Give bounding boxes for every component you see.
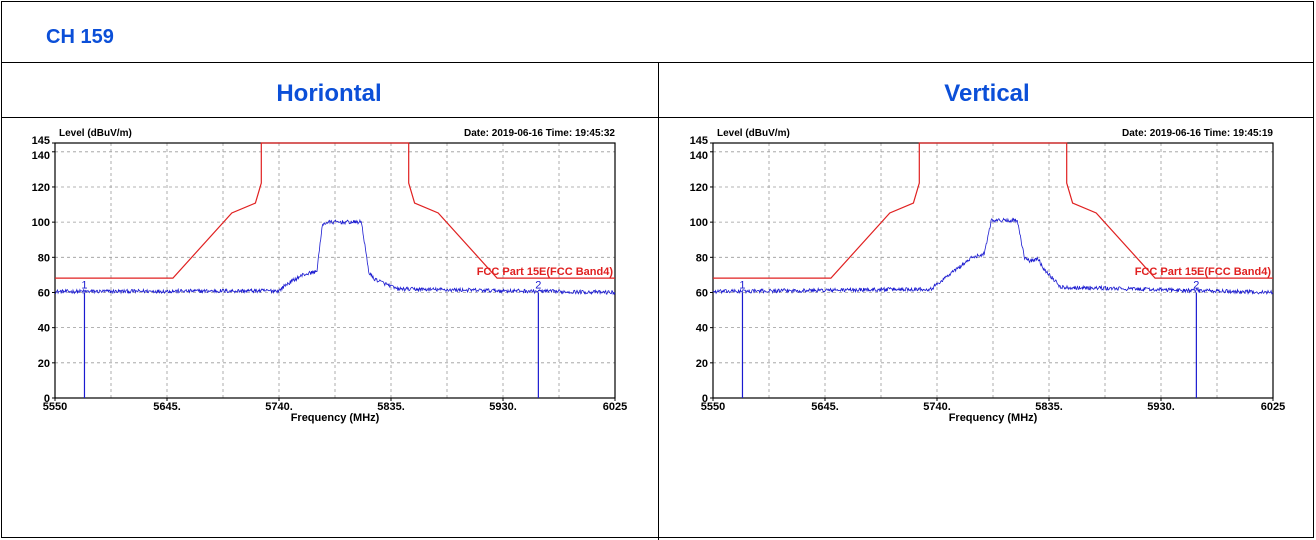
y-tick-label: 20 — [38, 358, 50, 370]
x-axis-label: Frequency (MHz) — [949, 412, 1038, 424]
x-tick-label: 6025 — [603, 401, 627, 413]
marker-label: 1 — [739, 279, 745, 291]
y-tick-label: 40 — [38, 323, 50, 335]
x-tick-label: 5645. — [153, 401, 181, 413]
y-tick-label: 0 — [44, 393, 50, 405]
y-tick-label: 80 — [38, 252, 50, 264]
marker-label: 1 — [81, 279, 87, 291]
limit-label: FCC Part 15E(FCC Band4) — [1135, 266, 1272, 278]
measurement-trace — [55, 218, 616, 296]
y-tick-label: 145 — [690, 135, 708, 147]
x-tick-label: 5835. — [377, 401, 405, 413]
column-divider — [658, 63, 659, 540]
y-tick-label: 60 — [38, 287, 50, 299]
y-tick-label: 40 — [696, 323, 708, 335]
x-tick-label: 5645. — [811, 401, 839, 413]
x-tick-label: 5930. — [489, 401, 517, 413]
limit-line — [713, 142, 1273, 279]
y-tick-label: 80 — [696, 252, 708, 264]
channel-title: CH 159 — [46, 26, 114, 48]
y-tick-label: 120 — [32, 182, 50, 194]
heading-vertical: Vertical — [944, 80, 1030, 107]
y-tick-label: 120 — [690, 182, 708, 194]
chart-vertical: 0 20 40 60 80 100 120 140 145 5550 5645. 5740. 5835.… — [690, 128, 1286, 424]
y-axis-label: Level (dBuV/m) — [59, 128, 132, 139]
marker-label: 2 — [535, 279, 541, 291]
y-tick-label: 100 — [690, 217, 708, 229]
y-tick-label: 20 — [696, 358, 708, 370]
y-tick-label: 100 — [32, 217, 50, 229]
measurement-trace — [712, 217, 1274, 295]
y-tick-label: 145 — [32, 135, 50, 147]
x-tick-label: 5835. — [1035, 401, 1063, 413]
y-axis-label: Level (dBuV/m) — [717, 128, 790, 139]
x-tick-label: 5740. — [265, 401, 293, 413]
channel-title-row — [1, 1, 1314, 63]
y-tick-label: 140 — [690, 150, 708, 162]
x-tick-label: 5550 — [701, 401, 725, 413]
x-tick-label: 6025 — [1261, 401, 1285, 413]
column-heading-row — [1, 63, 1314, 118]
limit-line — [55, 142, 615, 279]
chart-horizontal: 0 20 40 60 80 100 120 140 145 5550 5645. 5740. 5835.… — [32, 128, 628, 424]
y-tick-label: 140 — [32, 150, 50, 162]
x-axis-label: Frequency (MHz) — [291, 412, 380, 424]
date-time-text: Date: 2019-06-16 Time: 19:45:19 — [1122, 128, 1273, 139]
date-time-text: Date: 2019-06-16 Time: 19:45:32 — [464, 128, 615, 139]
marker-label: 2 — [1193, 279, 1199, 291]
heading-horizontal: Horiontal — [276, 80, 382, 107]
x-tick-label: 5550 — [43, 401, 67, 413]
y-tick-label: 0 — [702, 393, 708, 405]
y-tick-label: 60 — [696, 287, 708, 299]
x-tick-label: 5740. — [923, 401, 951, 413]
limit-label: FCC Part 15E(FCC Band4) — [477, 266, 614, 278]
x-tick-label: 5930. — [1147, 401, 1175, 413]
